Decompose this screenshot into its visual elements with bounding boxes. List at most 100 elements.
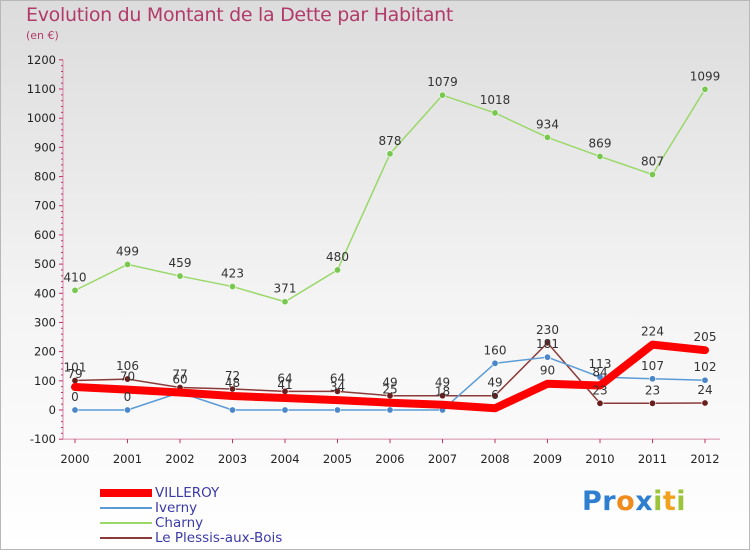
legend-swatch (100, 489, 152, 497)
data-label-le-plessis-aux-bois: 64 (330, 371, 345, 385)
legend-swatch (100, 522, 152, 524)
data-point-iverny (71, 406, 79, 414)
data-label-villeroy: 84 (592, 365, 607, 379)
data-point-charny (386, 150, 394, 158)
chart-legend: VILLEROY Iverny Charny Le Plessis-aux-Bois (100, 486, 340, 546)
y-tick-label: 200 (34, 345, 56, 359)
data-label-le-plessis-aux-bois: 23 (592, 383, 607, 397)
data-label-charny: 1018 (480, 93, 511, 107)
data-point-le-plessis-aux-bois (648, 399, 656, 407)
data-label-le-plessis-aux-bois: 49 (382, 376, 397, 390)
y-tick-label: 1200 (27, 53, 56, 67)
data-label-le-plessis-aux-bois: 64 (277, 371, 292, 385)
chart-title: Evolution du Montant de la Dette par Hab… (26, 4, 454, 26)
data-point-iverny (491, 359, 499, 367)
data-label-iverny: 113 (589, 357, 612, 371)
legend-label: Iverny (155, 500, 198, 516)
legend-item: Iverny (100, 501, 340, 516)
x-tick-label: 2010 (585, 452, 614, 466)
data-label-le-plessis-aux-bois: 24 (697, 383, 712, 397)
data-label-le-plessis-aux-bois: 49 (435, 376, 450, 390)
data-point-le-plessis-aux-bois (596, 399, 604, 407)
legend-swatch (100, 537, 152, 539)
data-label-le-plessis-aux-bois: 77 (172, 368, 187, 382)
x-tick-label: 2000 (60, 452, 89, 466)
data-label-charny: 410 (64, 270, 87, 284)
data-point-le-plessis-aux-bois (124, 375, 132, 383)
x-tick-label: 2008 (480, 452, 509, 466)
x-tick-label: 2011 (638, 452, 667, 466)
data-label-charny: 459 (169, 256, 192, 270)
legend-item: VILLEROY (100, 486, 340, 501)
data-point-le-plessis-aux-bois (543, 339, 551, 347)
legend-label: VILLEROY (155, 485, 220, 501)
data-point-le-plessis-aux-bois (438, 392, 446, 400)
data-label-charny: 423 (221, 267, 244, 281)
chart-unit-label: (en €) (26, 29, 59, 42)
data-label-iverny: 0 (71, 390, 79, 404)
data-point-charny (438, 91, 446, 99)
x-tick-label: 2002 (165, 452, 194, 466)
data-label-iverny: 102 (694, 360, 717, 374)
x-tick-label: 2004 (270, 452, 299, 466)
data-label-iverny: 0 (124, 390, 132, 404)
y-tick-label: 1100 (27, 82, 56, 96)
data-point-iverny (596, 373, 604, 381)
y-tick-label: 0 (49, 403, 56, 417)
data-point-iverny (648, 375, 656, 383)
logo-letter: r (602, 486, 617, 517)
data-label-le-plessis-aux-bois: 230 (536, 323, 559, 337)
x-tick-label: 2012 (690, 452, 719, 466)
data-label-villeroy: 205 (694, 330, 717, 344)
data-point-charny (333, 266, 341, 274)
proxiti-logo: Proxiti (582, 486, 686, 517)
logo-letter: x (635, 486, 654, 517)
data-label-charny: 1079 (427, 75, 458, 89)
logo-letter: t (662, 486, 677, 517)
data-label-le-plessis-aux-bois: 23 (645, 383, 660, 397)
logo-letter: o (616, 486, 636, 517)
data-point-iverny (543, 353, 551, 361)
data-label-villeroy: 34 (330, 380, 345, 394)
legend-label: Le Plessis-aux-Bois (155, 530, 283, 546)
logo-letter: i (676, 486, 687, 517)
y-tick-label: 400 (34, 286, 56, 300)
data-label-iverny: 107 (641, 359, 664, 373)
x-tick-label: 2005 (323, 452, 352, 466)
data-label-charny: 371 (274, 282, 297, 296)
data-point-charny (701, 85, 709, 93)
data-label-villeroy: 224 (641, 325, 664, 339)
data-point-le-plessis-aux-bois (333, 387, 341, 395)
data-label-villeroy: 90 (540, 364, 555, 378)
data-label-charny: 1099 (690, 69, 721, 83)
data-point-charny (176, 272, 184, 280)
data-point-le-plessis-aux-bois (701, 399, 709, 407)
y-tick-label: 500 (34, 257, 56, 271)
logo-letter: i (653, 486, 663, 517)
legend-item: Le Plessis-aux-Bois (100, 531, 340, 546)
data-label-villeroy: 70 (120, 370, 135, 384)
data-point-charny (281, 298, 289, 306)
data-point-iverny (281, 406, 289, 414)
data-point-charny (124, 260, 132, 268)
data-label-villeroy: 25 (382, 383, 397, 397)
data-label-iverny: 181 (536, 337, 559, 351)
data-point-iverny (333, 406, 341, 414)
data-label-villeroy: 41 (277, 378, 292, 392)
x-tick-label: 2001 (113, 452, 142, 466)
data-label-charny: 480 (326, 250, 349, 264)
data-point-charny (648, 171, 656, 179)
data-point-iverny (124, 406, 132, 414)
data-label-villeroy: 6 (491, 388, 499, 402)
y-tick-label: 1000 (27, 111, 56, 125)
data-point-charny (543, 133, 551, 141)
data-label-villeroy: 18 (435, 385, 450, 399)
y-tick-label: 600 (34, 228, 56, 242)
legend-label: Charny (155, 515, 204, 531)
data-label-charny: 499 (116, 244, 139, 258)
data-point-iverny (701, 376, 709, 384)
y-tick-label: 100 (34, 374, 56, 388)
data-label-le-plessis-aux-bois: 72 (225, 369, 240, 383)
x-tick-label: 2006 (375, 452, 404, 466)
